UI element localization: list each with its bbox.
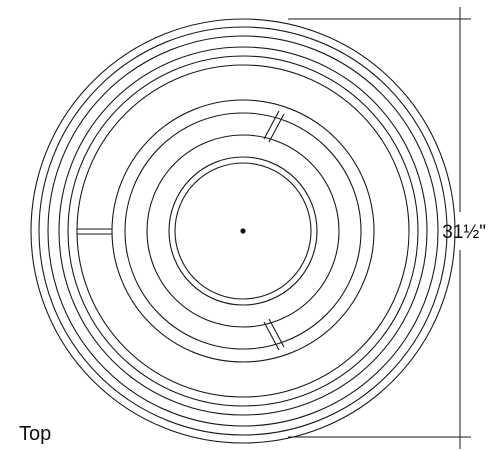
outer-ring-5 [67,55,419,407]
spoke-lower-right-b [268,318,285,348]
outer-ring-4 [58,46,428,416]
view-label: Top [19,423,51,445]
inner-ring-1 [168,156,318,306]
dimension-label: 31½" [442,222,486,243]
outer-ring-3 [47,35,439,427]
spoke-upper-right-b [268,113,285,143]
spoke-upper-right-a [263,110,280,140]
middle-ring-3 [146,134,340,328]
inner-ring-2 [174,162,312,300]
concentric-rings [30,18,456,444]
outer-ring-2 [38,26,448,436]
middle-ring-1 [111,99,375,363]
outer-ring-6 [76,64,410,398]
dimension-line [288,7,471,449]
outer-ring-1 [30,18,456,444]
spokes [77,110,285,351]
center-point [240,228,246,234]
middle-ring-2 [124,112,362,350]
spoke-lower-right-a [263,321,280,351]
